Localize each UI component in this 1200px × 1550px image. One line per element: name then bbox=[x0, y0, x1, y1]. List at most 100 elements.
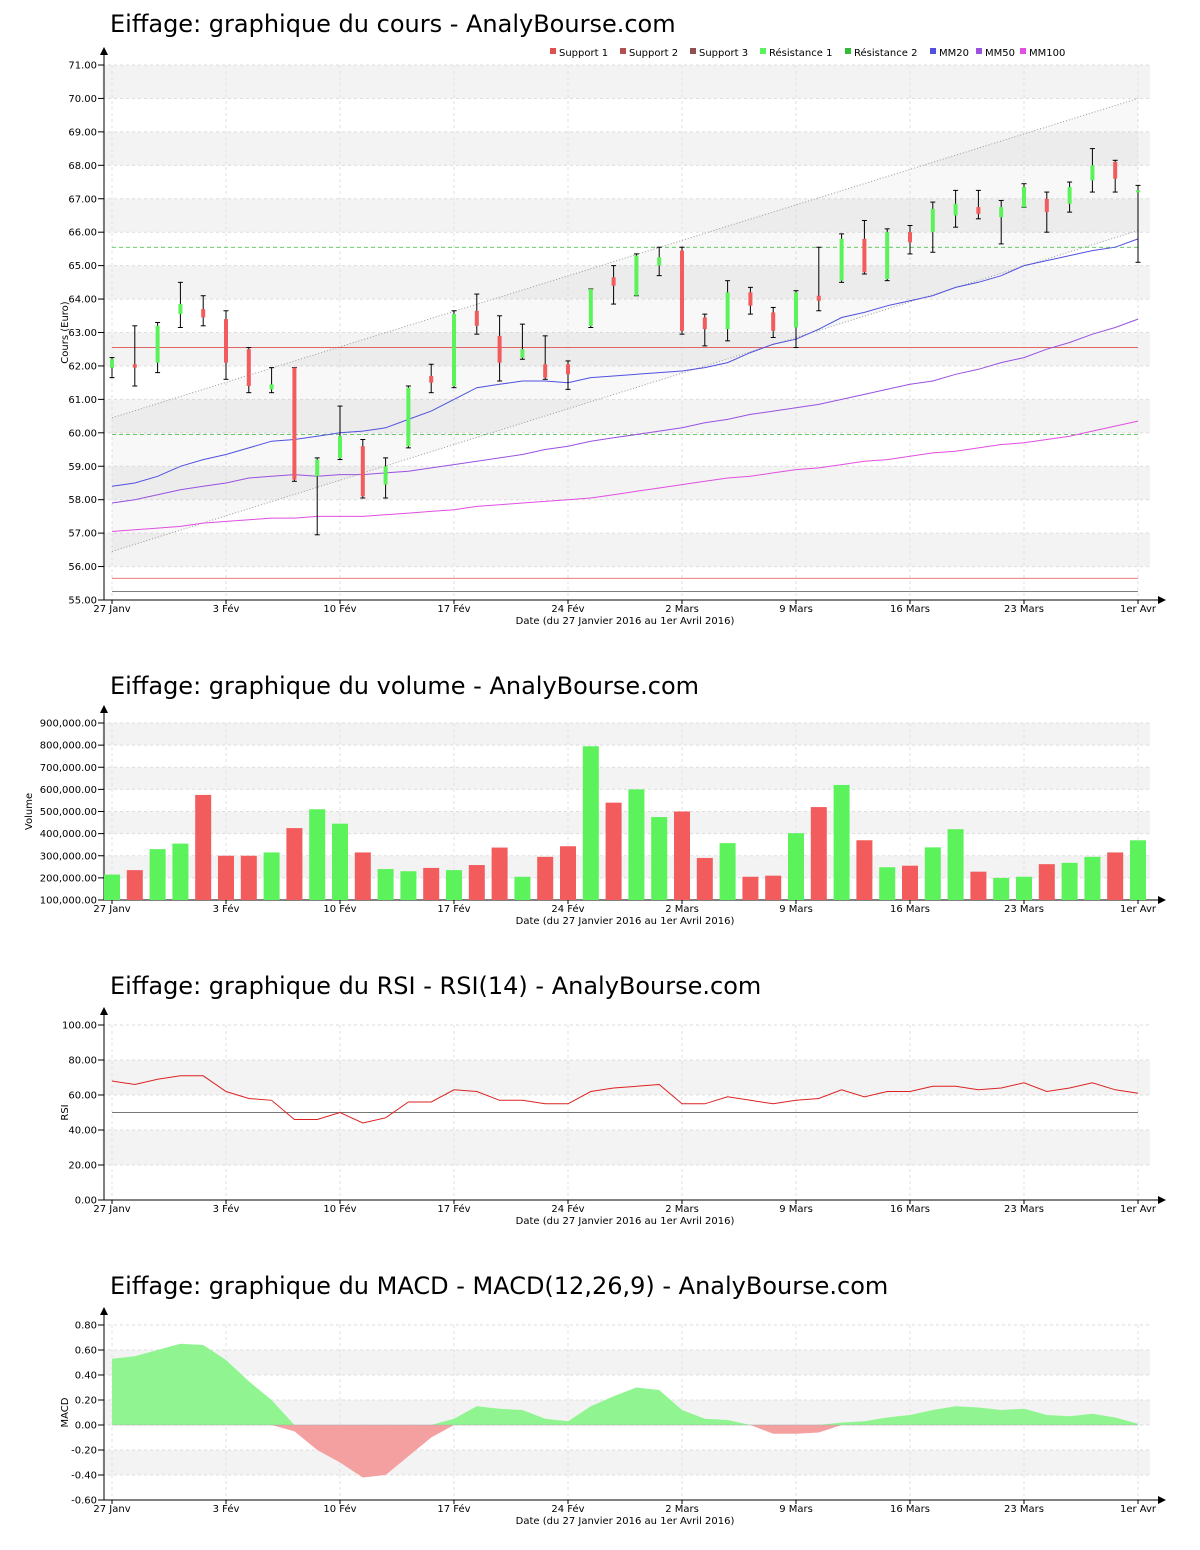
volume-bar bbox=[810, 807, 827, 900]
macd-x-tick-label: 23 Mars bbox=[1004, 1504, 1044, 1515]
price-candle-body bbox=[748, 292, 753, 306]
macd-y-tick-label: -0.60 bbox=[71, 1496, 97, 1507]
price-candle-body bbox=[406, 387, 411, 447]
price-x-tick-label: 2 Mars bbox=[665, 604, 699, 615]
macd-y-axis-label: MACD bbox=[60, 1397, 71, 1427]
macd-y-tick-label: 0.00 bbox=[75, 1421, 97, 1432]
price-y-tick-label: 67.00 bbox=[68, 194, 97, 205]
volume-grid-band bbox=[102, 767, 1150, 790]
macd-x-tick-label: 10 Fév bbox=[323, 1503, 356, 1515]
price-x-axis-label: Date (du 27 Janvier 2016 au 1er Avril 20… bbox=[516, 616, 735, 627]
price-candle-body bbox=[315, 459, 320, 477]
volume-y-axis-label: Volume bbox=[24, 793, 35, 830]
price-y-tick-label: 65.00 bbox=[68, 261, 97, 272]
price-y-tick-label: 64.00 bbox=[68, 295, 97, 306]
rsi-y-tick-label: 100.00 bbox=[62, 1021, 97, 1032]
price-candle-body bbox=[566, 364, 570, 375]
rsi-x-tick-label: 24 Fév bbox=[551, 1203, 584, 1215]
volume-bar bbox=[924, 847, 941, 900]
macd-y-tick-label: 0.80 bbox=[75, 1321, 97, 1332]
volume-bar bbox=[423, 867, 440, 900]
volume-bar bbox=[309, 809, 326, 900]
price-channel-upper bbox=[111, 97, 1139, 419]
price-candle-body bbox=[657, 257, 662, 266]
price-candle-body bbox=[132, 364, 137, 368]
volume-bar bbox=[172, 843, 189, 900]
price-legend-label: Support 2 bbox=[629, 48, 678, 59]
price-y-tick-label: 69.00 bbox=[68, 127, 97, 138]
volume-y-tick-label: 900,000.00 bbox=[40, 719, 97, 730]
volume-x-tick-label: 24 Fév bbox=[551, 903, 584, 915]
macd-x-tick-label: 3 Fév bbox=[213, 1503, 240, 1515]
price-candle-body bbox=[246, 349, 251, 386]
price-grid-band bbox=[102, 466, 1150, 500]
price-candle-body bbox=[771, 312, 776, 331]
volume-bar bbox=[902, 865, 918, 900]
volume-bar bbox=[446, 870, 462, 900]
price-x-tick-label: 1er Avr bbox=[1120, 604, 1157, 615]
volume-bar bbox=[696, 857, 713, 900]
volume-y-tick-label: 700,000.00 bbox=[40, 763, 97, 774]
price-legend-swatch bbox=[550, 48, 556, 54]
volume-y-tick-label: 800,000.00 bbox=[40, 741, 97, 752]
volume-bar bbox=[240, 855, 257, 900]
macd-x-tick-label: 17 Fév bbox=[437, 1503, 470, 1515]
price-candle-body bbox=[839, 238, 844, 281]
price-legend-label: Résistance 2 bbox=[854, 47, 917, 59]
price-y-tick-label: 62.00 bbox=[68, 361, 97, 372]
volume-bar bbox=[1107, 852, 1124, 900]
volume-x-tick-label: 17 Fév bbox=[437, 903, 470, 915]
volume-bar bbox=[400, 871, 417, 900]
price-candle-body bbox=[452, 314, 456, 386]
price-y-axis-label: Cours (Euro) bbox=[60, 301, 71, 364]
price-candle-body bbox=[908, 232, 912, 243]
price-x-tick-label: 16 Mars bbox=[890, 604, 930, 615]
volume-bar bbox=[993, 877, 1010, 900]
rsi-x-tick-label: 10 Fév bbox=[323, 1203, 356, 1215]
volume-bar bbox=[719, 843, 736, 900]
rsi-y-axis-label: RSI bbox=[60, 1104, 71, 1120]
price-y-tick-label: 70.00 bbox=[68, 94, 97, 105]
volume-y-tick-label: 300,000.00 bbox=[40, 851, 97, 862]
volume-bar bbox=[856, 840, 873, 900]
price-legend-label: Support 1 bbox=[559, 48, 608, 59]
volume-y-tick-label: 500,000.00 bbox=[40, 807, 97, 818]
price-legend-swatch bbox=[930, 48, 936, 54]
price-candle-body bbox=[543, 364, 548, 378]
price-candle-body bbox=[338, 436, 342, 458]
rsi-x-axis-arrow bbox=[1158, 1196, 1166, 1204]
price-grid-band bbox=[102, 332, 1150, 366]
volume-bar bbox=[1130, 840, 1146, 900]
rsi-x-tick-label: 1er Avr bbox=[1120, 1204, 1157, 1215]
rsi-y-tick-label: 40.00 bbox=[68, 1126, 97, 1137]
price-candle-body bbox=[429, 375, 434, 383]
price-candle-body bbox=[611, 277, 616, 286]
volume-bar bbox=[765, 875, 782, 900]
price-y-tick-label: 71.00 bbox=[68, 61, 97, 72]
macd-y-tick-label: 0.60 bbox=[75, 1346, 97, 1357]
volume-bar bbox=[491, 847, 508, 900]
price-candle-body bbox=[816, 295, 821, 301]
volume-x-tick-label: 2 Mars bbox=[665, 904, 699, 915]
volume-bar bbox=[833, 784, 850, 900]
price-x-tick-label: 23 Mars bbox=[1004, 604, 1044, 615]
price-candle-body bbox=[1044, 198, 1049, 213]
rsi-chart-title: Eiffage: graphique du RSI - RSI(14) - An… bbox=[110, 972, 762, 1000]
volume-bar bbox=[674, 811, 690, 900]
price-x-tick-label: 9 Mars bbox=[779, 604, 813, 615]
rsi-y-tick-label: 20.00 bbox=[68, 1161, 97, 1172]
macd-x-tick-label: 24 Fév bbox=[551, 1503, 584, 1515]
volume-bar bbox=[742, 876, 759, 900]
price-legend-label: MM20 bbox=[939, 48, 969, 59]
volume-bar bbox=[468, 865, 485, 900]
rsi-x-tick-label: 3 Fév bbox=[213, 1203, 240, 1215]
price-mm20-line bbox=[111, 238, 1139, 487]
volume-chart-title: Eiffage: graphique du volume - AnalyBour… bbox=[110, 672, 700, 700]
volume-bar bbox=[788, 833, 804, 900]
volume-bar bbox=[582, 746, 599, 900]
price-candle-body bbox=[155, 325, 160, 363]
price-candle-body bbox=[497, 335, 502, 363]
volume-x-tick-label: 9 Mars bbox=[779, 904, 813, 915]
price-legend-label: Support 3 bbox=[699, 48, 748, 59]
